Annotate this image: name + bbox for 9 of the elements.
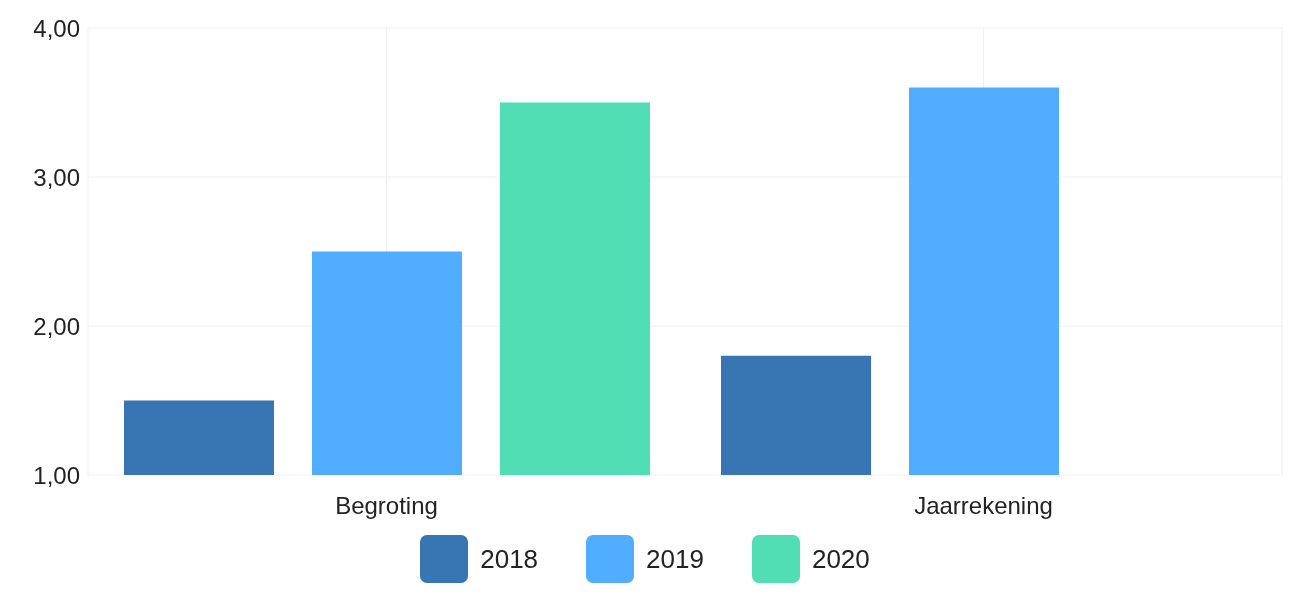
x-tick-label: Begroting xyxy=(335,492,438,520)
y-tick-label: 3,00 xyxy=(33,163,80,191)
legend-label: 2019 xyxy=(646,543,704,575)
legend-label: 2020 xyxy=(811,543,870,575)
y-tick-label: 1,00 xyxy=(33,461,80,489)
y-tick-label: 2,00 xyxy=(33,312,80,340)
y-tick-label: 4,00 xyxy=(33,14,80,42)
x-tick-label: Jaarrekening xyxy=(914,492,1053,520)
legend-label: 2018 xyxy=(480,543,539,575)
